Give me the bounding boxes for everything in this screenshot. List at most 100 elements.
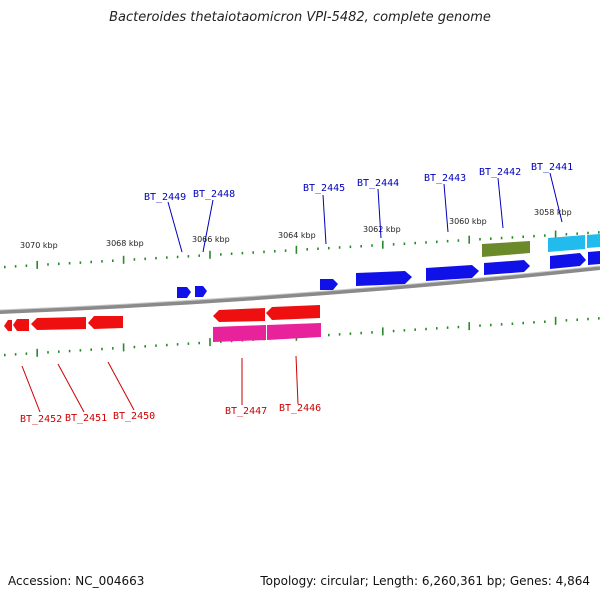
minor-tick — [14, 353, 17, 356]
minor-tick — [446, 239, 449, 243]
minor-tick — [176, 343, 179, 346]
minor-tick — [198, 254, 200, 257]
gene-arrow-reverse[interactable] — [13, 319, 29, 331]
gene-arrow-forward[interactable] — [195, 286, 207, 297]
minor-tick — [392, 243, 395, 246]
minor-tick — [587, 317, 589, 321]
minor-tick — [414, 328, 416, 331]
major-tick — [295, 245, 298, 254]
minor-tick — [187, 342, 190, 345]
minor-tick — [490, 323, 492, 327]
gene-label-reverse[interactable]: BT_2452 — [20, 414, 62, 425]
minor-tick — [490, 237, 492, 240]
minor-tick — [198, 341, 200, 345]
genome-summary: Topology: circular; Length: 6,260,361 bp… — [260, 574, 590, 588]
scale-ticks-upper — [4, 230, 600, 269]
minor-tick — [392, 329, 395, 333]
minor-tick — [576, 232, 578, 235]
minor-tick — [544, 320, 546, 323]
major-tick — [382, 327, 384, 336]
major-tick — [554, 316, 557, 325]
minor-tick — [155, 344, 157, 347]
gene-feature-pink[interactable] — [213, 325, 266, 342]
minor-tick — [155, 256, 157, 260]
minor-tick — [328, 333, 330, 337]
minor-tick — [360, 245, 362, 248]
gene-label-reverse[interactable]: BT_2447 — [225, 406, 267, 417]
minor-tick — [414, 241, 416, 245]
minor-tick — [4, 265, 6, 269]
gene-arrow-forward[interactable] — [356, 271, 412, 286]
minor-tick — [133, 258, 136, 261]
gene-feature-cyan[interactable] — [548, 235, 585, 252]
gene-feature-olive[interactable] — [482, 241, 530, 257]
minor-tick — [306, 248, 308, 251]
gene-label-forward[interactable]: BT_2443 — [424, 173, 466, 184]
gene-arrow-forward[interactable] — [550, 253, 586, 269]
minor-tick — [144, 257, 146, 261]
gene-label-forward[interactable]: BT_2442 — [479, 167, 521, 178]
minor-tick — [101, 260, 103, 263]
minor-tick — [338, 333, 341, 336]
minor-tick — [533, 234, 535, 238]
major-tick — [382, 240, 384, 249]
genome-backbone — [0, 266, 600, 314]
minor-tick — [79, 261, 82, 264]
genome-title: Bacteroides thetaiotaomicron VPI-5482, c… — [109, 10, 491, 25]
minor-tick — [587, 231, 589, 235]
gene-label-reverse[interactable]: BT_2450 — [113, 411, 155, 422]
reverse-genes — [4, 305, 321, 342]
gene-arrow-forward[interactable] — [484, 260, 530, 275]
gene-arrow-reverse[interactable] — [31, 317, 86, 330]
gene-label-forward[interactable]: BT_2449 — [144, 192, 186, 203]
minor-tick — [533, 321, 535, 324]
minor-tick — [479, 238, 481, 241]
gene-label-forward[interactable]: BT_2441 — [531, 162, 573, 173]
minor-tick — [47, 351, 49, 354]
minor-tick — [403, 329, 406, 332]
minor-tick — [446, 326, 449, 329]
major-tick — [36, 260, 38, 269]
minor-tick — [360, 331, 362, 335]
gene-label-reverse[interactable]: BT_2451 — [65, 413, 107, 424]
minor-tick — [176, 255, 179, 259]
gene-arrow-forward[interactable] — [177, 287, 191, 298]
minor-tick — [47, 263, 49, 266]
scale-label: 3058 kbp — [534, 208, 572, 217]
minor-tick — [68, 349, 71, 353]
minor-tick — [274, 250, 276, 253]
gene-arrow-reverse[interactable] — [88, 316, 123, 329]
minor-tick — [500, 323, 503, 326]
gene-arrow-reverse[interactable] — [213, 308, 265, 322]
minor-tick — [371, 244, 373, 247]
gene-label-forward[interactable]: BT_2448 — [193, 189, 235, 200]
minor-tick — [425, 327, 427, 331]
minor-tick — [565, 233, 568, 236]
minor-tick — [166, 256, 168, 259]
major-tick — [468, 235, 470, 244]
gene-label-forward[interactable]: BT_2445 — [303, 183, 345, 194]
minor-tick — [14, 265, 17, 268]
minor-tick — [90, 260, 92, 264]
forward-genes — [177, 234, 600, 298]
reverse-leader-lines — [21, 355, 299, 413]
minor-tick — [187, 255, 190, 258]
major-tick — [36, 348, 38, 357]
gene-feature-pink[interactable] — [267, 323, 321, 340]
gene-arrow-forward[interactable] — [588, 251, 600, 265]
gene-arrow-reverse[interactable] — [4, 320, 12, 331]
minor-tick — [522, 321, 524, 325]
scale-label: 3062 kbp — [363, 225, 401, 234]
minor-tick — [349, 332, 352, 335]
minor-tick — [479, 324, 481, 327]
gene-arrow-reverse[interactable] — [266, 305, 320, 320]
gene-arrow-forward[interactable] — [426, 265, 479, 281]
minor-tick — [112, 347, 114, 350]
gene-label-reverse[interactable]: BT_2446 — [279, 403, 321, 414]
gene-label-forward[interactable]: BT_2444 — [357, 178, 399, 189]
gene-arrow-forward[interactable] — [320, 279, 338, 290]
minor-tick — [58, 262, 60, 266]
gene-feature-cyan[interactable] — [587, 234, 600, 248]
minor-tick — [284, 249, 287, 252]
